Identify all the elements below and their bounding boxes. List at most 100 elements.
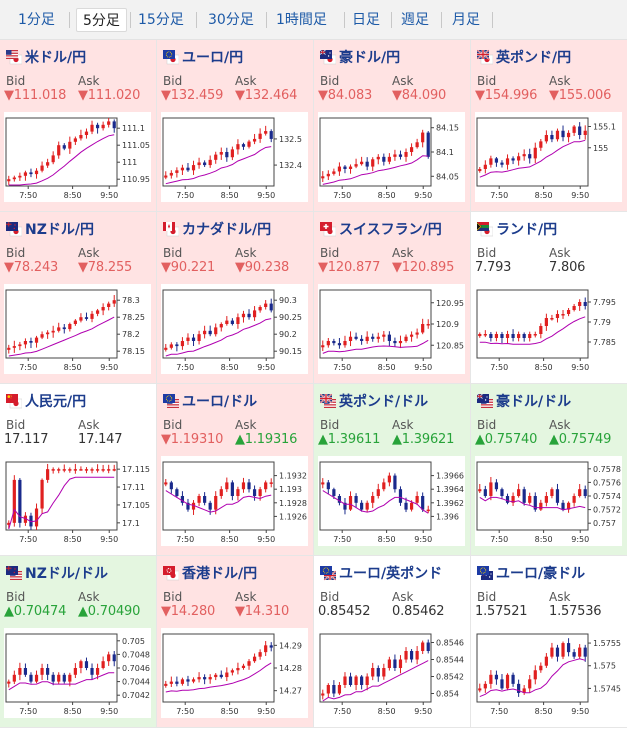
candle-body: [264, 645, 268, 653]
currency-pair-name[interactable]: 香港ドル/円: [182, 566, 258, 582]
candle-body: [252, 138, 257, 142]
rate-panel[interactable]: ユーロ/豪ドル Bid Ask 1.57521 1.57536 1.5755 1.575 1.…: [471, 556, 627, 728]
rate-panel[interactable]: 豪ドル/ドル Bid Ask ▲0.75740 ▲0.75749 0.7578 0.7576…: [471, 384, 627, 556]
currency-pair-name[interactable]: ユーロ/英ポンド: [339, 566, 443, 582]
tab-30min[interactable]: 30分足: [208, 12, 254, 28]
x-tick-label: 8:50: [535, 191, 553, 200]
candle-body: [40, 479, 44, 509]
candle-body: [23, 668, 28, 675]
ask-label: Ask: [549, 246, 571, 260]
currency-pair-link[interactable]: ランド/円: [477, 220, 557, 238]
currency-pair-name[interactable]: カナダドル/円: [182, 222, 272, 238]
currency-pair-link[interactable]: ユーロ/英ポンド: [320, 564, 442, 582]
candle-body: [219, 324, 223, 328]
candle-body: [489, 158, 493, 165]
rate-panel[interactable]: 英ポンド/ドル Bid Ask ▲1.39611 ▲1.39621 1.3966 1.396…: [314, 384, 471, 556]
currency-pair-link[interactable]: カナダドル/円: [163, 220, 271, 238]
currency-pair-link[interactable]: ユーロ/円: [163, 48, 243, 66]
y-tick-label: 1.1928: [279, 499, 307, 508]
currency-pair-name[interactable]: ユーロ/円: [182, 50, 244, 66]
candle-body: [79, 317, 83, 321]
currency-pair-link[interactable]: 米ドル/円: [6, 48, 86, 66]
currency-pair-name[interactable]: 豪ドル/円: [339, 50, 401, 66]
candlestick-chart[interactable]: 1.1932 1.193 1.1928 1.1926 7:50 8:50 9:50: [161, 456, 308, 546]
chart-plot-area: [5, 117, 118, 187]
currency-pair-name[interactable]: NZドル/ドル: [25, 566, 108, 582]
moving-average-line: [479, 139, 586, 178]
candle-body: [522, 688, 526, 693]
currency-pair-link[interactable]: 英ポンド/ドル: [320, 392, 428, 410]
rate-panel[interactable]: 米ドル/円 Bid Ask ▼111.018 ▼111.020 111.1 111.05 11…: [0, 40, 157, 212]
rate-panel[interactable]: スイスフラン/円 Bid Ask ▼120.877 ▼120.895 120.95 120.…: [314, 212, 471, 384]
candle-body: [46, 668, 50, 675]
currency-pair-name[interactable]: 英ポンド/円: [496, 50, 572, 66]
rate-panel[interactable]: ユーロ/円 Bid Ask ▼132.459 ▼132.464 132.5 132.4 7:5…: [157, 40, 314, 212]
candlestick-chart[interactable]: 90.3 90.25 90.2 90.15 7:50 8:50 9:50: [161, 284, 308, 374]
currency-pair-name[interactable]: 英ポンド/ドル: [339, 394, 429, 410]
candlestick-chart[interactable]: 78.3 78.25 78.2 78.15 7:50 8:50 9:50: [4, 284, 151, 374]
currency-pair-name[interactable]: ランド/円: [496, 222, 558, 238]
rate-panel[interactable]: ランド/円 Bid Ask 7.793 7.806 7.795 7.79 7.785 7:50 8…: [471, 212, 627, 384]
rate-panel[interactable]: NZドル/ドル Bid Ask ▲0.70474 ▲0.70490 0.705 0.7048…: [0, 556, 157, 728]
candle-body: [489, 482, 493, 496]
rate-panel[interactable]: ユーロ/ドル Bid Ask ▼1.19310 ▲1.19316 1.1932 1.193 1…: [157, 384, 314, 556]
candlestick-chart[interactable]: 17.115 17.11 17.105 17.1 7:50 8:50 9:50: [4, 456, 151, 546]
currency-pair-name[interactable]: ユーロ/ドル: [182, 394, 258, 410]
currency-pair-name[interactable]: 豪ドル/ドル: [496, 394, 572, 410]
y-tick-label: 1.5745: [593, 684, 621, 693]
tab-weekly[interactable]: 週足: [401, 12, 429, 28]
candle-body: [225, 482, 229, 490]
currency-pair-name[interactable]: ユーロ/豪ドル: [496, 566, 586, 582]
y-tick-label: 0.8542: [436, 673, 464, 682]
currency-pair-name[interactable]: スイスフラン/円: [339, 222, 442, 238]
candle-body: [343, 676, 347, 685]
currency-pair-link[interactable]: ユーロ/豪ドル: [477, 564, 585, 582]
tab-daily[interactable]: 日足: [352, 12, 380, 28]
currency-pair-name[interactable]: NZドル/円: [25, 222, 94, 238]
rate-panel[interactable]: 人民元/円 Bid Ask 17.117 17.147 17.115 17.11 17.105…: [0, 384, 157, 556]
y-tick-label: 0.7576: [593, 478, 621, 487]
currency-pair-link[interactable]: NZドル/円: [6, 220, 94, 238]
currency-pair-link[interactable]: 香港ドル/円: [163, 564, 257, 582]
currency-pair-name[interactable]: 米ドル/円: [25, 50, 87, 66]
candle-body: [415, 332, 419, 335]
rate-panel[interactable]: カナダドル/円 Bid Ask ▼90.221 ▼90.238 90.3 90.25 90.2…: [157, 212, 314, 384]
x-tick-label: 8:50: [221, 535, 239, 544]
candlestick-chart[interactable]: 0.8546 0.8544 0.8542 0.854 7:50 8:50 9:50: [318, 628, 465, 718]
currency-pair-link[interactable]: 豪ドル/円: [320, 48, 400, 66]
currency-pair-link[interactable]: 豪ドル/ドル: [477, 392, 571, 410]
y-tick-label: 0.7046: [122, 664, 150, 673]
tab-5min[interactable]: 5分足: [76, 8, 127, 32]
rate-panel[interactable]: 豪ドル/円 Bid Ask ▼84.083 ▼84.090 84.15 84.1 84.05 7…: [314, 40, 471, 212]
candlestick-chart[interactable]: 0.7578 0.7576 0.7574 0.7572 0.757 7:50 8:50 9:5…: [475, 456, 622, 546]
x-tick-label: 9:50: [571, 363, 589, 372]
candlestick-chart[interactable]: 155.1 155 7:50 8:50 9:50: [475, 112, 622, 202]
currency-pair-link[interactable]: 英ポンド/円: [477, 48, 571, 66]
candle-body: [7, 681, 11, 684]
currency-pair-link[interactable]: スイスフラン/円: [320, 220, 442, 238]
candlestick-chart[interactable]: 1.3966 1.3964 1.3962 1.396 7:50 8:50 9:50: [318, 456, 465, 546]
rate-panel[interactable]: ユーロ/英ポンド Bid Ask 0.85452 0.85462 0.8546 0.8544…: [314, 556, 471, 728]
tab-15min[interactable]: 15分足: [138, 12, 184, 28]
candlestick-chart[interactable]: 84.15 84.1 84.05 7:50 8:50 9:50: [318, 112, 465, 202]
tab-monthly[interactable]: 月足: [452, 12, 480, 28]
rate-panel[interactable]: 香港ドル/円 Bid Ask ▼14.280 ▼14.310 14.29 14.28 14.2…: [157, 556, 314, 728]
candlestick-chart[interactable]: 111.1 111.05 111 110.95 7:50 8:50 9:50: [4, 112, 151, 202]
tab-1min[interactable]: 1分足: [18, 12, 55, 28]
candlestick-chart[interactable]: 0.705 0.7048 0.7046 0.7044 0.7042 7:50 8:50 9:5…: [4, 628, 151, 718]
tab-1hour[interactable]: 1時間足: [276, 12, 327, 28]
candle-body: [409, 502, 414, 510]
ask-price: 1.57536: [549, 604, 602, 619]
currency-pair-name[interactable]: 人民元/円: [25, 394, 87, 410]
candlestick-chart[interactable]: 120.95 120.9 120.85 7:50 8:50 9:50: [318, 284, 465, 374]
candlestick-chart[interactable]: 132.5 132.4 7:50 8:50 9:50: [161, 112, 308, 202]
candle-body: [107, 303, 111, 307]
currency-pair-link[interactable]: 人民元/円: [6, 392, 86, 410]
currency-pair-link[interactable]: NZドル/ドル: [6, 564, 108, 582]
rate-panel[interactable]: NZドル/円 Bid Ask ▼78.243 ▼78.255 78.3 78.25 78.2 7…: [0, 212, 157, 384]
candlestick-chart[interactable]: 14.29 14.28 14.27 7:50 8:50 9:50: [161, 628, 308, 718]
currency-pair-link[interactable]: ユーロ/ドル: [163, 392, 257, 410]
rate-panel[interactable]: 英ポンド/円 Bid Ask ▼154.996 ▼155.006 155.1 155 7:50…: [471, 40, 627, 212]
candlestick-chart[interactable]: 7.795 7.79 7.785 7:50 8:50 9:50: [475, 284, 622, 374]
candlestick-chart[interactable]: 1.5755 1.575 1.5745 7:50 8:50 9:50: [475, 628, 622, 718]
